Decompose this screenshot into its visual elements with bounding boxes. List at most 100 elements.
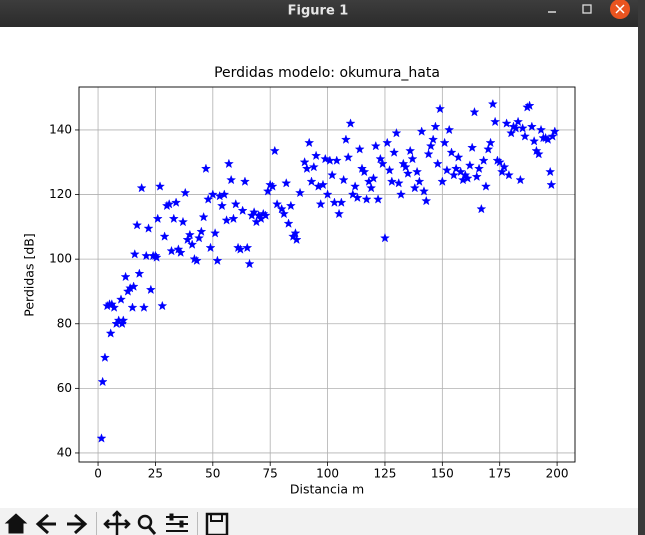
home-button[interactable]	[4, 513, 28, 534]
point	[128, 281, 139, 291]
point	[338, 174, 349, 185]
point	[136, 182, 147, 193]
point	[533, 148, 544, 159]
point	[285, 200, 296, 211]
point	[203, 194, 214, 204]
point	[400, 161, 411, 172]
axes-frame	[78, 86, 576, 463]
window-title: Figure 1	[288, 4, 349, 19]
forward-button[interactable]	[67, 513, 88, 535]
point	[217, 200, 227, 211]
point	[129, 249, 140, 259]
x-tick-label: 125	[374, 467, 397, 481]
point	[260, 210, 271, 220]
point	[178, 216, 188, 227]
point	[152, 213, 163, 223]
point	[166, 245, 177, 256]
point	[483, 144, 494, 154]
point	[425, 140, 436, 151]
point	[105, 328, 116, 338]
point	[428, 134, 439, 144]
point	[244, 258, 255, 269]
point	[96, 433, 107, 443]
point	[311, 150, 322, 160]
point	[423, 148, 434, 159]
back-button[interactable]	[35, 513, 56, 535]
chart-title: Perdidas modelo: okumura_hata	[214, 65, 440, 81]
point	[361, 194, 372, 204]
point	[545, 166, 556, 177]
point	[187, 239, 198, 249]
point	[526, 121, 537, 131]
point	[210, 228, 221, 238]
toolbar-separator	[96, 512, 97, 535]
point	[497, 166, 507, 177]
point	[299, 157, 310, 167]
point	[207, 189, 218, 199]
point	[513, 116, 524, 127]
x-tick-label: 150	[431, 467, 454, 481]
point	[393, 178, 404, 188]
point	[269, 145, 280, 156]
point	[546, 179, 557, 190]
save-icon-detail	[210, 513, 223, 522]
point	[219, 189, 230, 199]
point	[200, 163, 211, 173]
point	[474, 163, 484, 173]
maximize-button[interactable]	[582, 4, 592, 14]
point	[416, 126, 427, 136]
point	[237, 205, 248, 215]
point	[375, 153, 386, 164]
point	[435, 103, 445, 114]
y-tick-label: 80	[57, 316, 72, 330]
point	[159, 231, 170, 241]
point	[212, 255, 223, 265]
x-tick-label: 25	[148, 467, 163, 481]
x-tick-label: 75	[263, 467, 278, 481]
point	[368, 173, 379, 183]
point	[405, 145, 416, 156]
point	[414, 176, 425, 186]
point	[469, 107, 480, 117]
point	[419, 186, 429, 196]
y-tick-label: 100	[49, 252, 72, 266]
point	[279, 208, 289, 219]
point	[529, 136, 540, 146]
plot-area	[79, 87, 575, 462]
point	[281, 178, 292, 188]
point	[198, 211, 209, 222]
point	[490, 116, 501, 127]
point	[350, 181, 361, 191]
point	[462, 173, 473, 183]
point	[366, 182, 377, 193]
point	[168, 213, 179, 223]
point	[320, 153, 331, 164]
point	[235, 244, 246, 254]
zoom-button[interactable]	[137, 514, 153, 530]
point	[476, 203, 487, 214]
point	[97, 376, 108, 387]
point	[478, 155, 489, 165]
point	[223, 158, 234, 169]
point	[221, 215, 232, 225]
point	[441, 165, 452, 175]
pan-button[interactable]	[103, 510, 131, 535]
point	[151, 252, 162, 262]
point	[409, 182, 420, 193]
point	[194, 232, 204, 243]
point	[524, 100, 535, 110]
point	[439, 137, 450, 148]
point	[370, 140, 381, 151]
point	[191, 255, 202, 265]
point	[377, 158, 388, 169]
y-tick-label: 60	[57, 381, 72, 395]
x-tick-label: 50	[205, 467, 220, 481]
point	[402, 168, 413, 178]
point	[341, 134, 351, 144]
point	[100, 352, 110, 362]
x-tick-label: 100	[316, 467, 339, 481]
point	[272, 199, 283, 209]
point	[139, 302, 149, 312]
point	[228, 213, 239, 223]
